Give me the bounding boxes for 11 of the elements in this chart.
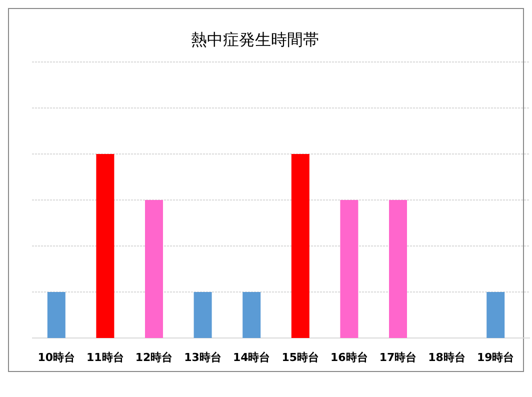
chart-title: 熱中症発生時間帯	[191, 30, 319, 49]
x-tick-label: 15時台	[282, 351, 320, 364]
x-tick-label: 18時台	[428, 351, 466, 364]
x-tick-label: 11時台	[86, 351, 124, 364]
x-tick-label: 14時台	[232, 351, 270, 364]
x-tick-label: 13時台	[184, 351, 222, 364]
x-tick-label: 16時台	[330, 351, 368, 364]
x-tick-label: 12時台	[135, 351, 173, 364]
x-tick-label: 17時台	[379, 351, 417, 364]
x-tick-label: 10時台	[38, 351, 76, 364]
x-tick-label: 19時台	[476, 351, 514, 364]
